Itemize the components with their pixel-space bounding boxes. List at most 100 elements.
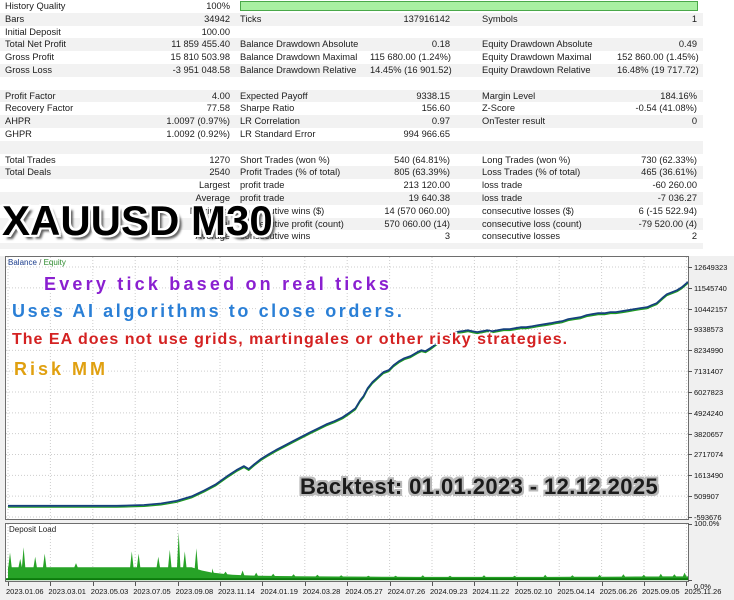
y-axis-label: 8234990 — [694, 346, 724, 356]
stat-value: 805 (63.39%) — [394, 167, 450, 178]
y-axis-label: 1613490 — [694, 471, 724, 481]
stat-label — [240, 77, 370, 90]
stat-value: -79 520.00 (4) — [638, 218, 697, 229]
stat-label: consecutive profit (count) — [240, 218, 344, 229]
table-row: Gross Profit 15 810 503.98 Balance Drawdow… — [0, 51, 703, 64]
stat-value: 115 680.00 (1.24%) — [370, 52, 451, 63]
stat-value: 1270 — [209, 154, 230, 165]
stat-value: 4.00 — [211, 90, 230, 101]
backtest-period-label: Backtest: 01.01.2023 - 12.12.2025 — [300, 474, 659, 499]
stat-label: AHPR — [5, 116, 31, 127]
stat-label: Equity Drawdown Relative — [482, 64, 591, 75]
axis-tick — [688, 350, 692, 352]
stat-label — [482, 141, 617, 154]
y-axis-label: 509907 — [694, 492, 720, 502]
stat-label: Ticks — [240, 13, 262, 24]
table-spacer-row — [0, 243, 703, 250]
history-quality-bar-wrap — [240, 0, 703, 13]
balance-line — [8, 281, 689, 507]
overlay-text-ai-algorithms: Uses AI algorithms to close orders. — [12, 301, 405, 321]
y-axis-label: -593676 — [694, 512, 722, 522]
table-row: History Quality 100% — [0, 0, 703, 13]
x-axis-label: 2024.07.26 — [387, 587, 426, 596]
stat-label: LR Standard Error — [240, 128, 316, 139]
table-row: Recovery Factor 77.58 Sharpe Ratio 156.60 Z-… — [0, 102, 703, 115]
stat-value: 465 (36.61%) — [641, 167, 697, 178]
deposit-load-area — [8, 532, 688, 580]
table-row: Maximal consecutive profit (count) 570 060… — [0, 217, 703, 231]
stat-label: Balance Drawdown Absolute — [240, 39, 359, 50]
table-row: AHPR 1.0097 (0.97%) LR Correlation 0.97 OnTe… — [0, 115, 703, 128]
stat-label: consecutive wins ($) — [240, 205, 325, 216]
legend-equity-label: Equity — [43, 258, 66, 267]
balance-chart-panel — [5, 256, 689, 520]
stat-label: Short Trades (won %) — [240, 154, 330, 165]
stat-value: Maximum — [189, 205, 230, 216]
stat-value: 1.0097 (0.97%) — [166, 116, 230, 127]
stats-table: History Quality 100% Bars 34942 Ticks 1379161… — [0, 0, 703, 250]
deposit-load-label: Deposit Load — [9, 525, 57, 534]
stat-label: Gross Loss — [5, 64, 53, 75]
chart-legend: Balance / Equity — [8, 258, 66, 267]
axis-tick — [688, 580, 692, 581]
table-spacer-row — [0, 140, 703, 154]
x-axis-label: 2025.09.05 — [642, 587, 680, 596]
stat-label: Symbols — [482, 13, 518, 24]
axis-tick — [688, 329, 692, 331]
y-axis-label: 9338573 — [694, 325, 724, 335]
stat-value: 9338.15 — [416, 90, 450, 101]
y-axis-label: 10442157 — [694, 304, 728, 314]
axis-tick — [686, 582, 688, 586]
stat-value: 184.16% — [660, 90, 697, 101]
x-axis-label: 2024.09.23 — [430, 587, 468, 596]
stat-value: 100.00 — [201, 26, 230, 37]
axis-tick — [92, 582, 94, 586]
table-row: Total Deals 2540 Profit Trades (% of total… — [0, 166, 703, 180]
stat-label: Long Trades (won %) — [482, 154, 571, 165]
stat-label: GHPR — [5, 128, 32, 139]
stat-label: Loss Trades (% of total) — [482, 167, 581, 178]
x-axis-label: 2023.05.03 — [90, 587, 129, 596]
stat-label: Margin Level — [482, 90, 536, 101]
stat-value: 1 — [691, 13, 697, 24]
deposit-top-label: 100.0% — [694, 519, 720, 528]
deposit-load-panel — [5, 523, 689, 582]
table-row: Gross Loss -3 951 048.58 Balance Drawdown … — [0, 63, 703, 77]
stat-value: 1.0092 (0.92%) — [166, 128, 230, 139]
axis-tick — [644, 582, 645, 586]
table-row: Largest profit trade 213 120.00 loss trade -… — [0, 179, 703, 192]
stat-value — [617, 141, 697, 154]
stat-value: 14 (570 060.00) — [384, 205, 450, 216]
stat-value: 0.97 — [431, 116, 450, 127]
stat-value — [127, 77, 230, 90]
stat-label: OnTester result — [482, 116, 546, 127]
table-row: Maximum consecutive wins ($) 14 (570 060.0… — [0, 205, 703, 218]
legend-balance-label: Balance — [8, 258, 37, 267]
stat-label: Bars — [5, 13, 25, 24]
stat-label — [482, 128, 617, 141]
history-quality-bar — [240, 1, 698, 11]
x-axis-label: 2024.03.28 — [302, 587, 341, 596]
stat-value — [617, 77, 697, 90]
axis-tick — [688, 267, 692, 268]
axis-tick — [688, 308, 692, 310]
stat-value: 152 860.00 (1.45%) — [617, 52, 699, 63]
x-axis-label: 2024.01.19 — [260, 587, 298, 596]
stat-value: 16.48% (19 717.72) — [617, 64, 699, 75]
stat-value: 213 120.00 — [403, 180, 450, 191]
stat-label: Total Trades — [5, 154, 56, 165]
axis-tick — [688, 496, 692, 498]
stat-label: History Quality — [5, 1, 66, 11]
table-row: Average consecutive wins 3 consecutive loss… — [0, 230, 703, 243]
x-axis-label: 2025.04.14 — [557, 587, 595, 596]
stat-label: loss trade — [482, 192, 523, 203]
x-axis-labels: 2023.01.06 2023.03.01 2023.05.03 2023.07.05… — [0, 587, 734, 600]
axis-tick — [304, 582, 306, 586]
stat-value — [370, 26, 450, 39]
stat-value — [617, 128, 697, 141]
x-axis-label: 2025.11.26 — [684, 587, 722, 596]
stat-value: 0.18 — [431, 39, 450, 50]
axis-tick — [601, 582, 603, 586]
axis-tick — [262, 582, 264, 586]
